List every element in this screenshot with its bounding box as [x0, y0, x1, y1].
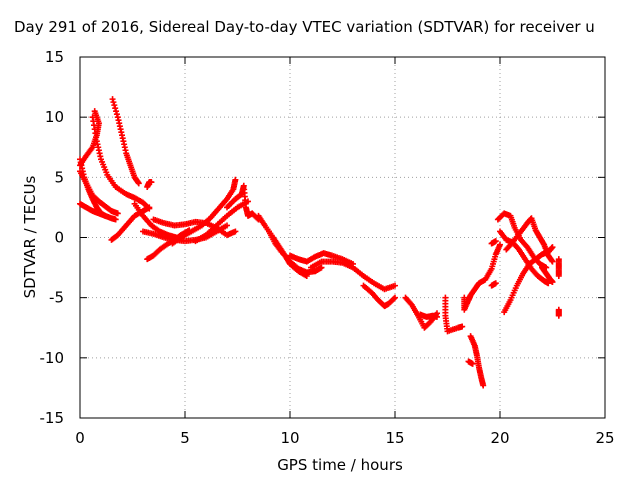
data-point	[492, 280, 499, 287]
series-arc-2	[77, 168, 121, 217]
series-arc-6	[109, 96, 142, 187]
data-point	[109, 96, 116, 103]
data-point	[390, 295, 397, 302]
series-arc-5	[89, 114, 153, 212]
x-axis-label: GPS time / hours	[277, 456, 403, 474]
series-arc-15	[224, 182, 262, 223]
data-point	[549, 244, 556, 251]
data-point	[232, 228, 239, 235]
y-tick-label: 10	[45, 108, 64, 126]
series-arc-34	[555, 256, 562, 280]
x-tick-label: 10	[280, 429, 299, 447]
series-arc-9	[131, 200, 180, 241]
series-arc-3	[77, 200, 119, 223]
data-point	[549, 258, 556, 265]
data-point	[113, 108, 120, 115]
series-arc-31	[501, 244, 556, 316]
data-point	[232, 176, 239, 183]
data-point	[224, 222, 230, 229]
data-points	[77, 96, 562, 389]
data-point	[555, 312, 562, 319]
data-point	[549, 279, 556, 286]
data-point	[459, 323, 466, 330]
data-point	[135, 180, 142, 187]
series-arc-26	[465, 358, 476, 367]
series-arc-23	[442, 294, 466, 335]
series-arc-27	[488, 238, 499, 247]
x-tick-label: 0	[75, 429, 85, 447]
series-arc-29	[494, 210, 550, 271]
data-point	[111, 102, 118, 109]
axis-ticks: 0 5 10 15 20 25 -15 -10 -5 0 5 10 15	[40, 48, 615, 447]
data-point	[318, 264, 325, 271]
series-arc-7	[108, 204, 153, 243]
data-point	[392, 294, 398, 301]
series-arc-28	[488, 280, 499, 289]
data-point	[110, 99, 117, 106]
data-point	[148, 179, 155, 186]
y-tick-label: -15	[40, 409, 65, 427]
data-point	[392, 282, 398, 289]
data-point	[91, 108, 98, 115]
series-arc-17	[266, 228, 325, 276]
x-tick-label: 25	[595, 429, 614, 447]
series-arc-20	[360, 282, 398, 310]
data-point	[113, 111, 120, 118]
data-point	[492, 238, 499, 245]
y-tick-label: -5	[49, 289, 64, 307]
y-tick-label: 0	[54, 229, 64, 247]
series-arc-33	[539, 264, 556, 286]
series-arc-25	[467, 333, 487, 389]
data-point	[434, 313, 440, 320]
series-arc-24	[461, 241, 503, 313]
x-tick-label: 20	[490, 429, 509, 447]
series-arc-13	[169, 176, 239, 247]
series-arc-32	[503, 215, 556, 265]
series-arc-8	[144, 179, 155, 190]
series-arc-14	[192, 198, 251, 245]
y-tick-label: 15	[45, 48, 64, 66]
data-point	[497, 241, 503, 248]
data-point	[469, 360, 476, 367]
series-arc-19	[308, 258, 398, 293]
series-arc-22	[417, 311, 440, 320]
series-arc-35	[555, 306, 562, 319]
chart-title: Day 291 of 2016, Sidereal Day-to-day VTE…	[14, 18, 595, 36]
y-tick-label: 5	[54, 168, 64, 186]
data-point	[555, 273, 562, 280]
data-point	[112, 216, 119, 223]
y-tick-label: -10	[40, 349, 65, 367]
data-point	[112, 105, 119, 112]
x-tick-label: 15	[385, 429, 404, 447]
data-point	[146, 204, 153, 211]
x-tick-label: 5	[180, 429, 190, 447]
data-point	[114, 210, 121, 217]
data-point	[480, 382, 487, 389]
